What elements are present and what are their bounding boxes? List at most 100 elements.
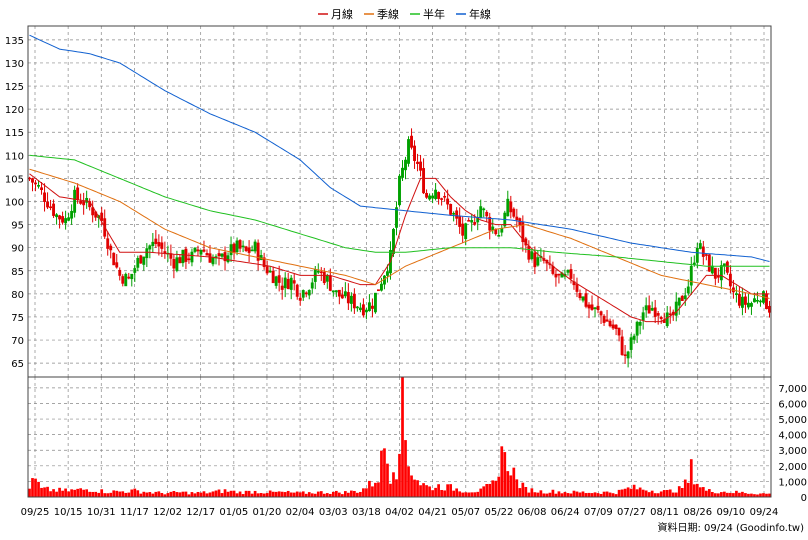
- volume-bar: [94, 491, 98, 497]
- candle-body: [349, 295, 353, 304]
- candle-body: [298, 297, 302, 301]
- volume-bar: [756, 494, 759, 497]
- volume-bar: [596, 493, 600, 497]
- volume-bar: [623, 488, 627, 497]
- volume-bar: [668, 489, 672, 497]
- volume-bar: [422, 483, 425, 497]
- volume-bar: [413, 479, 416, 497]
- candle-body: [428, 195, 432, 200]
- volume-bar: [91, 491, 95, 497]
- date-tick-label: 03/03: [319, 507, 348, 518]
- candle-body: [82, 201, 86, 206]
- candle-body: [265, 266, 269, 274]
- candle-body: [40, 187, 43, 191]
- volume-bar: [307, 492, 311, 497]
- candle-body: [190, 251, 194, 263]
- volume-bar: [741, 491, 744, 497]
- candle-body: [223, 252, 227, 262]
- volume-bar: [304, 493, 308, 497]
- volume-bar: [692, 484, 696, 497]
- candle-body: [292, 280, 296, 284]
- volume-bar: [704, 490, 708, 497]
- candle-body: [112, 252, 116, 266]
- volume-bar: [759, 493, 762, 497]
- candle-body: [485, 211, 489, 217]
- volume-bar: [322, 493, 326, 497]
- volume-bar: [247, 490, 251, 497]
- candle-body: [533, 252, 537, 268]
- volume-bar: [377, 482, 380, 497]
- legend-label-ma60: 季線: [377, 7, 399, 21]
- candle-body: [713, 267, 717, 279]
- candle-body: [509, 201, 513, 213]
- candle-body: [759, 300, 762, 303]
- price-tick-label: 120: [5, 105, 24, 116]
- volume-bar: [268, 490, 272, 497]
- date-tick-label: 05/07: [451, 507, 480, 518]
- candle-body: [635, 321, 639, 336]
- candle-body: [49, 206, 53, 209]
- candle-body: [355, 306, 359, 309]
- volume-bar: [732, 493, 735, 497]
- candle-body: [530, 251, 534, 260]
- volume-bar: [368, 480, 371, 497]
- candle-body: [683, 295, 687, 300]
- candle-body: [632, 335, 636, 340]
- candle-body: [343, 291, 347, 297]
- candle-body: [680, 295, 684, 301]
- candle-body: [743, 296, 747, 305]
- date-tick-label: 01/20: [253, 507, 282, 518]
- price-tick-label: 80: [11, 290, 24, 301]
- volume-bar: [768, 493, 771, 497]
- candle-body: [404, 159, 407, 171]
- ma-line-ma20: [29, 173, 770, 323]
- volume-bar: [262, 493, 266, 497]
- volume-bar: [662, 490, 666, 497]
- volume-bar: [665, 489, 669, 497]
- candle-body: [710, 265, 714, 274]
- volume-bar: [337, 492, 341, 497]
- candle-body: [765, 293, 768, 310]
- volume-bar: [494, 480, 498, 497]
- volume-bar: [226, 491, 230, 497]
- volume-bar: [695, 483, 699, 497]
- candle-body: [768, 305, 771, 313]
- volume-bar: [325, 493, 329, 497]
- volume-bar: [37, 481, 40, 497]
- candle-body: [608, 320, 612, 327]
- volume-bar: [187, 494, 191, 497]
- candle-body: [557, 273, 561, 276]
- date-tick-label: 08/11: [650, 507, 679, 518]
- candle-body: [656, 313, 660, 316]
- volume-bar: [608, 492, 612, 497]
- volume-bar: [446, 484, 449, 497]
- volume-bar: [407, 466, 410, 497]
- candle-body: [386, 271, 389, 276]
- volume-tick-label: 4,000: [778, 431, 807, 442]
- volume-bar: [133, 488, 137, 497]
- volume-bar: [683, 479, 687, 497]
- candle-body: [593, 307, 597, 309]
- candle-body: [692, 262, 696, 265]
- volume-bar: [139, 493, 143, 497]
- volume-bar: [416, 480, 419, 497]
- volume-bar: [160, 492, 164, 497]
- candle-body: [401, 167, 404, 178]
- candle-body: [395, 207, 398, 228]
- candle-body: [31, 178, 34, 183]
- candle-body: [449, 203, 453, 215]
- volume-bar: [124, 492, 128, 497]
- candle-body: [416, 161, 419, 164]
- volume-panel-frame: [27, 376, 772, 498]
- candle-body: [196, 249, 200, 252]
- date-tick-label: 06/08: [518, 507, 547, 518]
- date-tick-label: 09/10: [716, 507, 745, 518]
- volume-bar: [392, 472, 395, 497]
- volume-bar: [753, 494, 756, 497]
- volume-bar: [280, 491, 284, 497]
- volume-bar: [277, 491, 281, 497]
- volume-bar: [479, 488, 483, 497]
- candle-body: [647, 305, 651, 314]
- volume-bar: [425, 485, 428, 497]
